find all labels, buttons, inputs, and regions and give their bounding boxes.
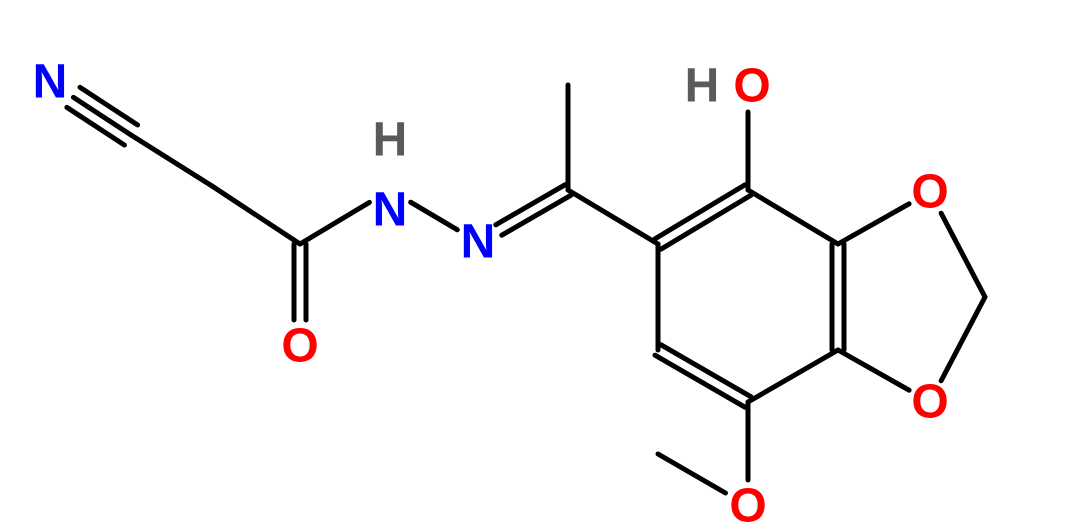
atom-label-hydroxyl-H: H xyxy=(685,60,720,113)
atom-label-O_ring1: O xyxy=(911,166,948,219)
atom-label-N_NH: N xyxy=(373,184,408,237)
bonds-layer xyxy=(67,85,985,493)
atom-label-O_ring2: O xyxy=(911,376,948,429)
atom-label-N_dbl: N xyxy=(461,216,496,269)
molecule-diagram: NNHNOOOOHO xyxy=(0,0,1070,526)
atom-label-H_NH: H xyxy=(373,114,408,167)
atom-label-hydroxyl-O: O xyxy=(733,60,770,113)
atom-label-N_nitrile: N xyxy=(33,56,68,109)
atom-label-O_carbonyl: O xyxy=(281,320,318,373)
labels-layer: NNHNOOOOHO xyxy=(33,56,949,526)
atom-label-O_methoxy: O xyxy=(729,480,766,526)
